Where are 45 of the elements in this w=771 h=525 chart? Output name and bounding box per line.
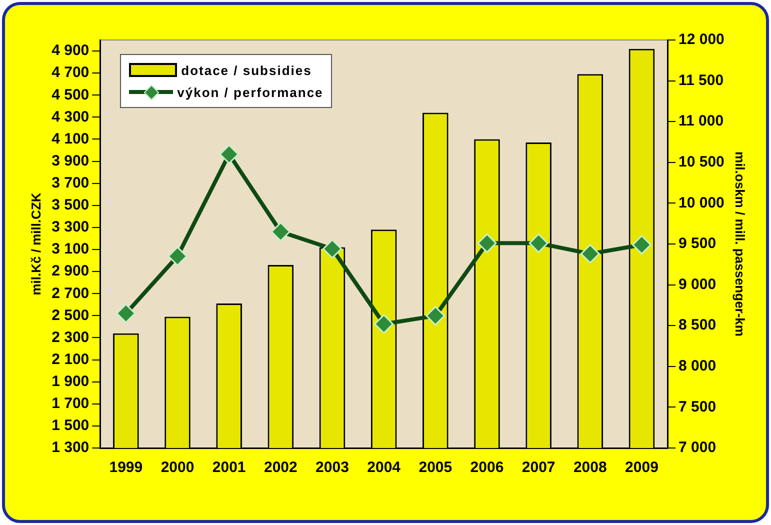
y-tick-label: 3 900 <box>52 152 90 170</box>
y2-tick-label: 8 000 <box>678 358 716 375</box>
y-tick-label: 3 100 <box>52 240 90 258</box>
x-tick-label: 2000 <box>160 459 194 476</box>
y-tick-label: 4 900 <box>52 42 90 60</box>
x-tick-label: 2003 <box>316 459 349 476</box>
y2-tick-label: 7 000 <box>678 439 716 456</box>
y-axis-title: mil.Kč / mill.CZK <box>28 192 44 296</box>
x-tick-label: 2004 <box>367 459 402 476</box>
y-tick-label: 2 100 <box>52 350 90 368</box>
y-tick-label: 3 300 <box>52 218 90 236</box>
y-tick-label: 1 500 <box>52 417 90 434</box>
y2-axis-title: mil.oskm / mill. passenger-km <box>732 152 748 336</box>
y2-tick-label: 11 500 <box>678 72 724 89</box>
x-tick-label: 2006 <box>470 459 504 476</box>
y-tick-label: 2 900 <box>52 262 90 280</box>
y-tick-label: 1 900 <box>52 372 90 390</box>
y2-tick-label: 12 000 <box>678 31 724 48</box>
y2-tick-label: 9 000 <box>678 276 716 293</box>
x-tick-label: 2005 <box>418 459 452 476</box>
x-tick-label: 2008 <box>573 459 607 476</box>
legend-label: výkon / performance <box>177 84 324 100</box>
y-tick-label: 2 300 <box>52 328 90 346</box>
y-tick-label: 3 700 <box>52 174 90 192</box>
y-tick-label: 2 700 <box>52 284 90 302</box>
y-tick-label: 4 100 <box>52 130 90 148</box>
y2-tick-label: 11 000 <box>678 112 724 130</box>
x-tick-label: 2009 <box>625 459 658 476</box>
x-tick-label: 2007 <box>522 459 556 476</box>
y2-tick-label: 8 500 <box>678 316 716 334</box>
x-tick-label: 2001 <box>212 459 246 476</box>
y-tick-label: 4 500 <box>52 86 90 104</box>
y2-tick-label: 9 500 <box>678 235 716 252</box>
y-tick-label: 1 300 <box>52 439 90 456</box>
y-tick-label: 3 500 <box>52 196 90 214</box>
y-tick-label: 1 700 <box>52 395 90 412</box>
x-tick-label: 2002 <box>264 459 298 476</box>
y-tick-label: 2 500 <box>52 306 90 324</box>
y2-tick-label: 10 000 <box>678 194 724 212</box>
y-tick-label: 4 300 <box>52 108 90 126</box>
y2-tick-label: 10 500 <box>678 154 724 171</box>
y-tick-label: 4 700 <box>52 64 90 82</box>
legend-label: dotace / subsidies <box>181 62 312 78</box>
y2-tick-label: 7 500 <box>678 398 716 416</box>
x-tick-label: 1999 <box>109 459 143 476</box>
